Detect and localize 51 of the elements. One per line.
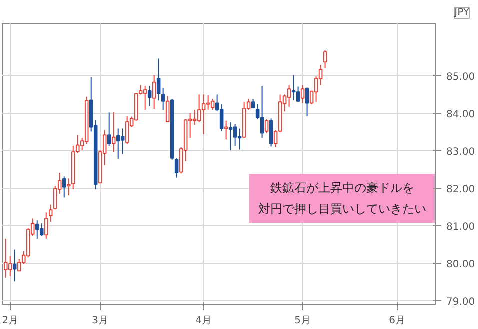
candlestick <box>44 212 48 240</box>
candlestick <box>125 116 130 145</box>
candlestick <box>210 98 215 111</box>
candlestick <box>116 128 120 160</box>
candlestick <box>148 86 152 107</box>
x-tick-label: 6月 <box>389 316 406 326</box>
candlestick <box>120 128 125 155</box>
y-axis-title: JPY <box>454 8 470 18</box>
annotation: 鉄鉱石が上昇中の豪ドルを <box>270 181 414 196</box>
candlestick <box>296 86 300 103</box>
candlestick <box>238 128 242 150</box>
candlestick <box>202 94 206 135</box>
annotation: 対円で押し目買いしていきたい <box>258 202 426 216</box>
candlestick <box>292 74 296 101</box>
x-tick-label: 5月 <box>294 316 311 326</box>
candlestick <box>197 94 202 123</box>
candlestick <box>323 50 328 69</box>
candlestick <box>156 58 161 102</box>
candlestick <box>192 110 197 126</box>
y-tick-label: 79.00 <box>446 296 476 308</box>
y-tick-label: 85.00 <box>446 72 476 83</box>
candlestick <box>305 87 310 117</box>
x-tick-label: 3月 <box>92 316 109 326</box>
y-tick-label: 84.00 <box>446 109 476 120</box>
candlestick <box>287 84 292 108</box>
candlestick <box>174 158 179 178</box>
candlestick <box>269 118 274 148</box>
candlestick <box>220 104 224 132</box>
x-tick-label: 4月 <box>196 316 212 326</box>
y-tick-label: 80.00 <box>446 259 476 270</box>
x-tick-label: 2月 <box>2 316 19 326</box>
candlestick <box>260 86 264 139</box>
y-tick-label: 83.00 <box>446 146 476 158</box>
candlestick <box>112 112 116 153</box>
candlestick <box>107 112 112 147</box>
candlestick <box>152 74 156 110</box>
candlestick <box>62 176 66 198</box>
candlestick <box>8 256 12 277</box>
candlestick <box>233 124 238 147</box>
candlestick <box>206 94 210 111</box>
candlestick <box>12 249 17 282</box>
candlestick <box>300 84 305 104</box>
candlestick <box>224 120 228 140</box>
candlestick <box>40 223 44 236</box>
candlestick <box>166 96 170 123</box>
candlestick <box>264 118 269 134</box>
y-tick-label: 81.00 <box>446 222 476 233</box>
candlestick <box>48 204 53 223</box>
candlestick <box>228 122 233 152</box>
y-tick-label: 82.00 <box>446 184 476 196</box>
candlestick <box>143 86 148 111</box>
